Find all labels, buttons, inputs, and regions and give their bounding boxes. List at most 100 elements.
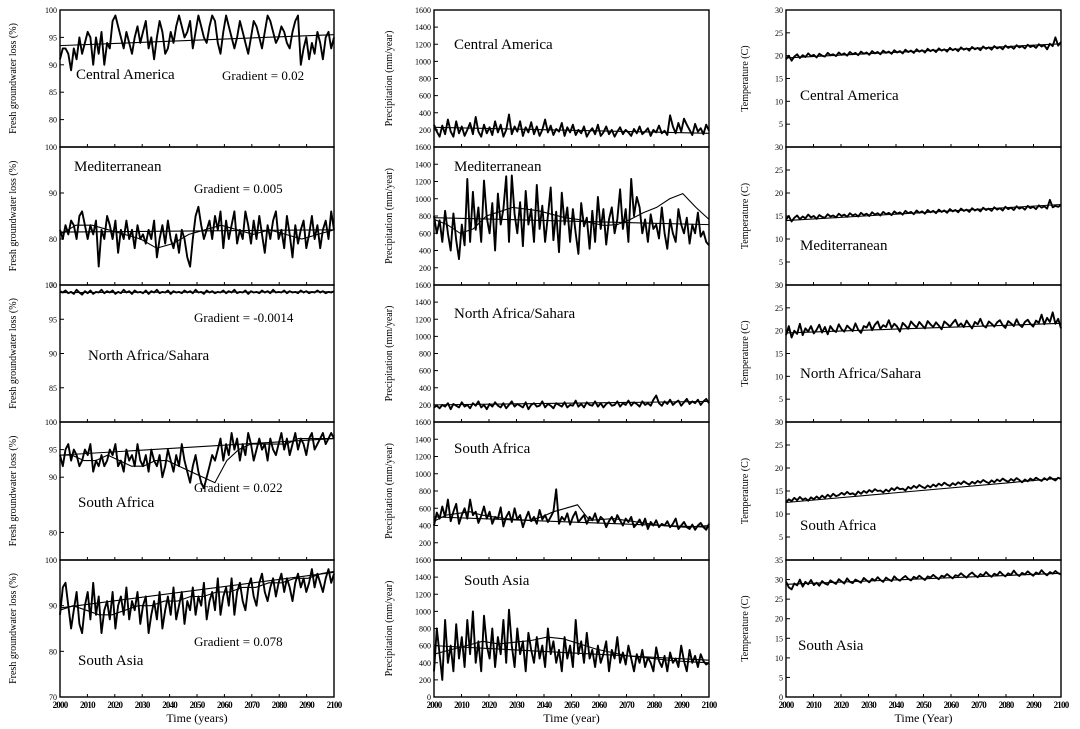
trend-line	[433, 516, 710, 528]
y-tick-label: 25	[775, 304, 783, 313]
y-tick-label: 30	[775, 6, 783, 15]
y-tick-label: 95	[49, 315, 57, 324]
y-tick-label: 1400	[415, 298, 431, 307]
x-tick-label: 2010	[80, 700, 96, 710]
y-tick-label: 200	[419, 539, 431, 548]
x-tick-label: 2040	[162, 700, 178, 710]
y-tick-label: 10	[775, 97, 783, 106]
y-tick-label: 20	[775, 52, 783, 61]
region-label: Mediterranean	[74, 159, 162, 175]
x-tick-label: 2080	[999, 700, 1015, 710]
x-tick-label: 2040	[889, 700, 905, 710]
x-tick-label: 2070	[244, 700, 260, 710]
y-axis-label: Precipitation (mm/year)	[384, 168, 395, 264]
trend-line	[785, 477, 1062, 504]
data-series-line	[59, 568, 335, 635]
smoothed-line	[433, 636, 710, 664]
region-label: North Africa/Sahara	[800, 366, 922, 382]
y-axis-label: Temperature (C)	[740, 45, 751, 111]
x-tick-label: 2100	[327, 700, 343, 710]
region-label: Central America	[800, 88, 899, 104]
y-tick-label: 800	[419, 212, 431, 221]
region-label: Central America	[454, 37, 553, 53]
x-tick-label: 2010	[454, 700, 470, 710]
y-tick-label: 5	[779, 395, 783, 404]
x-axis-label: Time (years)	[166, 711, 227, 725]
y-tick-label: 10	[775, 372, 783, 381]
region-label: North Africa/Sahara	[454, 306, 576, 322]
trend-line	[785, 43, 1062, 59]
y-tick-label: 35	[775, 556, 783, 565]
y-axis-label: Fresh groundwater loss (%)	[8, 573, 19, 684]
x-tick-label: 2060	[592, 700, 608, 710]
x-tick-label: 2070	[971, 700, 987, 710]
trend-line	[59, 438, 335, 456]
data-series-line	[433, 488, 710, 531]
y-tick-label: 800	[419, 75, 431, 84]
region-label: South Asia	[78, 653, 144, 669]
region-label: South Africa	[800, 518, 877, 534]
y-tick-label: 25	[775, 595, 783, 604]
trend-line	[433, 217, 710, 226]
trend-line	[59, 571, 335, 609]
region-label: South Asia	[798, 638, 864, 654]
panel-frame	[785, 421, 1062, 561]
y-tick-label: 10	[775, 654, 783, 663]
x-tick-label: 2030	[135, 700, 151, 710]
y-tick-label: 100	[45, 556, 57, 565]
trend-line	[785, 203, 1062, 222]
y-tick-label: 20	[775, 327, 783, 336]
data-series-line	[59, 432, 335, 490]
y-tick-label: 90	[49, 189, 57, 198]
x-tick-label: 2000	[779, 700, 795, 710]
y-axis-label: Fresh groundwater loss (%)	[8, 436, 19, 547]
x-tick-label: 2070	[619, 700, 635, 710]
gradient-annotation: Gradient = 0.022	[194, 480, 283, 495]
trend-line	[785, 572, 1062, 585]
y-tick-label: 80	[49, 235, 57, 244]
y-tick-label: 1000	[415, 57, 431, 66]
y-tick-label: 15	[775, 634, 783, 643]
x-tick-label: 2090	[299, 700, 315, 710]
y-tick-label: 25	[775, 166, 783, 175]
y-tick-label: 10	[775, 510, 783, 519]
y-axis-label: Precipitation (mm/year)	[384, 581, 395, 677]
y-tick-label: 600	[419, 92, 431, 101]
y-tick-label: 600	[419, 229, 431, 238]
y-tick-label: 1600	[415, 6, 431, 15]
region-label: South Africa	[78, 495, 155, 511]
x-tick-label: 2060	[944, 700, 960, 710]
y-tick-label: 5	[779, 673, 783, 682]
y-axis-label: Fresh groundwater loss (%)	[8, 23, 19, 134]
y-tick-label: 25	[775, 441, 783, 450]
y-tick-label: 85	[49, 384, 57, 393]
x-tick-label: 2050	[190, 700, 206, 710]
x-tick-label: 2040	[537, 700, 553, 710]
y-tick-label: 600	[419, 642, 431, 651]
x-tick-label: 2090	[1026, 700, 1042, 710]
y-tick-label: 1600	[415, 418, 431, 427]
y-tick-label: 30	[775, 418, 783, 427]
trend-line	[785, 322, 1062, 334]
y-tick-label: 0	[427, 693, 431, 702]
x-tick-label: 2100	[1054, 700, 1070, 710]
region-label: North Africa/Sahara	[88, 348, 210, 364]
y-tick-label: 30	[775, 143, 783, 152]
y-tick-label: 15	[775, 350, 783, 359]
y-tick-label: 5	[779, 258, 783, 267]
gradient-annotation: Gradient = 0.005	[194, 181, 283, 196]
y-tick-label: 0	[779, 693, 783, 702]
y-tick-label: 15	[775, 75, 783, 84]
y-tick-label: 600	[419, 504, 431, 513]
y-axis-label: Temperature (C)	[740, 320, 751, 386]
y-tick-label: 400	[419, 384, 431, 393]
y-tick-label: 100	[45, 418, 57, 427]
y-tick-label: 70	[49, 693, 57, 702]
y-tick-label: 400	[419, 522, 431, 531]
y-axis-label: Precipitation (mm/year)	[384, 31, 395, 127]
y-tick-label: 200	[419, 126, 431, 135]
y-axis-label: Fresh groundwater loss (%)	[8, 161, 19, 272]
x-tick-label: 2020	[482, 700, 498, 710]
x-tick-label: 2020	[834, 700, 850, 710]
gradient-annotation: Gradient = 0.02	[222, 68, 304, 83]
